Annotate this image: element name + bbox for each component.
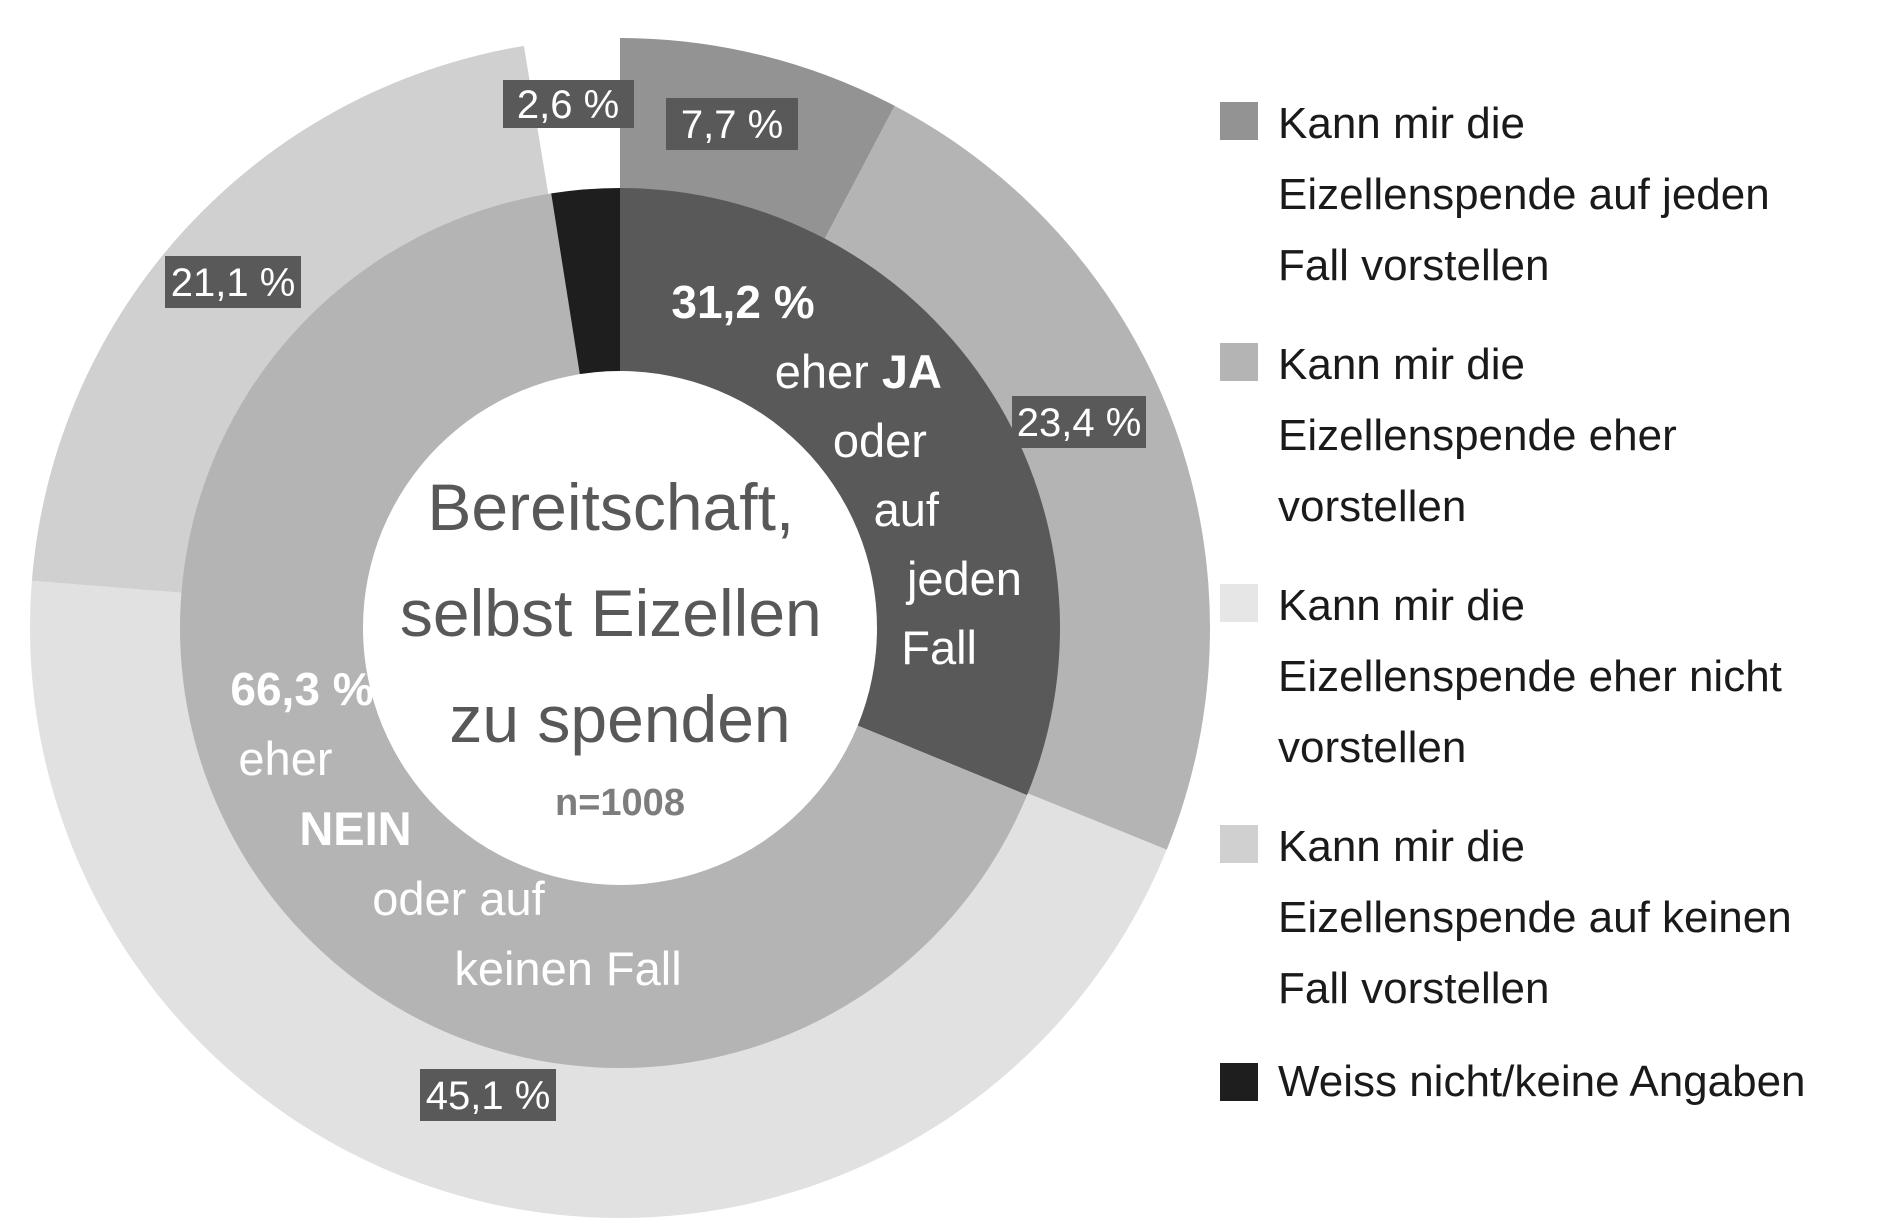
- inner-segment-2: [551, 188, 620, 377]
- center-hole: [363, 371, 877, 885]
- legend-item: Kann mir die Eizellenspende eher vorstel…: [1220, 329, 1880, 542]
- outer-label-21-1: 21,1 %: [165, 256, 301, 308]
- legend-label: Kann mir die Eizellenspende eher nicht v…: [1278, 581, 1782, 772]
- legend-label: Kann mir die Eizellenspende eher vorstel…: [1278, 340, 1677, 531]
- legend-item: Kann mir die Eizellenspende auf jeden Fa…: [1220, 88, 1880, 301]
- legend-label: Weiss nicht/keine Angaben: [1278, 1057, 1806, 1106]
- ja-text-label: eher JA oder auf jeden Fall: [775, 345, 1035, 674]
- legend-label: Kann mir die Eizellenspende auf jeden Fa…: [1278, 99, 1770, 290]
- nein-text-label: eher NEIN oder auf keinen Fall: [238, 732, 681, 995]
- legend-label: Kann mir die Eizellenspende auf keinen F…: [1278, 822, 1792, 1013]
- svg-text:45,1 %: 45,1 %: [426, 1074, 551, 1118]
- inner-segment-0: [620, 188, 1060, 796]
- center-title: Bereitschaft, selbst Eizellen zu spenden: [400, 470, 840, 756]
- svg-text:2,6 %: 2,6 %: [517, 83, 619, 127]
- legend-swatch: [1220, 343, 1258, 381]
- svg-text:23,4 %: 23,4 %: [1017, 401, 1142, 445]
- nein-percent-label: 66,3 %: [230, 663, 373, 715]
- legend-swatch: [1220, 102, 1258, 140]
- outer-segment-2: [29, 580, 1167, 1218]
- outer-segment-1: [820, 105, 1210, 850]
- ja-percent-label: 31,2 %: [671, 276, 814, 328]
- legend-item: Kann mir die Eizellenspende auf keinen F…: [1220, 811, 1880, 1024]
- legend-swatch: [1220, 584, 1258, 622]
- outer-segment-3: [31, 45, 550, 594]
- legend-swatch: [1220, 825, 1258, 863]
- svg-text:21,1 %: 21,1 %: [171, 261, 296, 305]
- inner-segment-1: [179, 193, 1028, 1069]
- legend-item: Weiss nicht/keine Angaben: [1220, 1052, 1880, 1112]
- legend: Kann mir die Eizellenspende auf jeden Fa…: [1220, 88, 1880, 1140]
- legend-item: Kann mir die Eizellenspende eher nicht v…: [1220, 570, 1880, 783]
- outer-label-2-6: 2,6 %: [503, 80, 634, 128]
- svg-text:7,7 %: 7,7 %: [681, 103, 783, 147]
- outer-label-23-4: 23,4 %: [1012, 396, 1146, 448]
- outer-label-7-7: 7,7 %: [666, 98, 798, 150]
- legend-swatch: [1220, 1063, 1258, 1101]
- outer-label-45-1: 45,1 %: [420, 1069, 556, 1121]
- center-sample: n=1008: [555, 782, 685, 824]
- inner-ring: [179, 188, 1060, 1069]
- donut-chart: Bereitschaft, selbst Eizellen zu spenden…: [29, 38, 1210, 1218]
